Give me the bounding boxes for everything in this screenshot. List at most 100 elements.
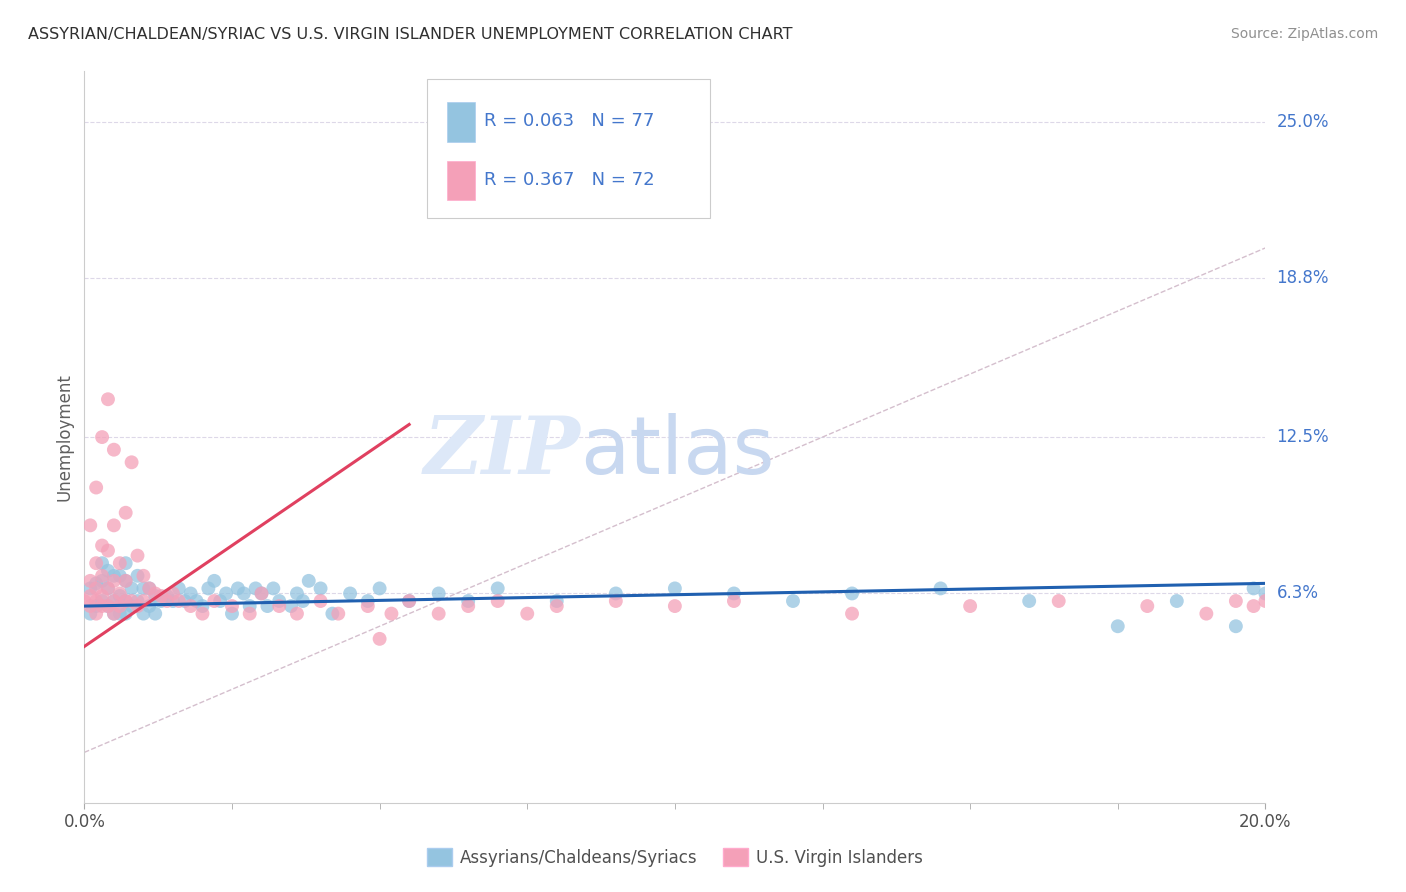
Point: [226, 582, 249, 596]
Point: [97, 564, 120, 578]
Point: [91, 539, 114, 553]
Point: [156, 594, 179, 608]
Point: [108, 556, 131, 570]
Point: [143, 586, 166, 600]
Point: [114, 556, 136, 570]
Point: [929, 582, 952, 596]
Point: [280, 599, 302, 613]
Text: 12.5%: 12.5%: [1277, 428, 1329, 446]
Point: [1018, 594, 1040, 608]
Point: [167, 594, 190, 608]
Point: [398, 594, 420, 608]
Point: [91, 574, 114, 588]
Point: [269, 594, 291, 608]
Point: [79, 589, 101, 603]
Point: [215, 586, 238, 600]
Point: [256, 599, 278, 613]
Point: [202, 574, 225, 588]
Point: [298, 574, 321, 588]
Point: [84, 556, 107, 570]
Point: [1243, 582, 1265, 596]
Point: [368, 632, 391, 646]
Point: [841, 586, 863, 600]
FancyBboxPatch shape: [427, 78, 710, 218]
Point: [91, 599, 114, 613]
Point: [664, 582, 686, 596]
Point: [121, 599, 143, 613]
Text: ASSYRIAN/CHALDEAN/SYRIAC VS U.S. VIRGIN ISLANDER UNEMPLOYMENT CORRELATION CHART: ASSYRIAN/CHALDEAN/SYRIAC VS U.S. VIRGIN …: [28, 27, 793, 42]
Y-axis label: Unemployment: Unemployment: [55, 373, 73, 501]
Point: [91, 556, 114, 570]
Point: [121, 455, 143, 469]
Point: [150, 589, 173, 603]
Point: [202, 594, 225, 608]
Point: [97, 582, 120, 596]
Point: [84, 576, 107, 591]
Point: [73, 594, 96, 608]
Point: [84, 607, 107, 621]
Point: [1136, 599, 1159, 613]
Point: [368, 582, 391, 596]
Point: [664, 599, 686, 613]
Point: [143, 607, 166, 621]
Point: [959, 599, 981, 613]
Point: [91, 430, 114, 444]
Point: [173, 594, 195, 608]
Point: [127, 549, 149, 563]
Point: [138, 582, 160, 596]
Text: ZIP: ZIP: [423, 413, 581, 491]
Point: [114, 594, 136, 608]
Point: [723, 586, 745, 600]
Point: [328, 607, 350, 621]
Point: [108, 586, 131, 600]
Point: [250, 586, 273, 600]
Point: [103, 518, 125, 533]
Point: [103, 594, 125, 608]
Point: [132, 594, 155, 608]
Point: [486, 582, 509, 596]
Point: [1047, 594, 1070, 608]
Point: [186, 594, 208, 608]
Point: [79, 518, 101, 533]
Text: 25.0%: 25.0%: [1277, 112, 1329, 131]
Point: [150, 594, 173, 608]
FancyBboxPatch shape: [447, 161, 475, 200]
Point: [250, 586, 273, 600]
Point: [1107, 619, 1129, 633]
Point: [103, 607, 125, 621]
Point: [1254, 594, 1277, 608]
Point: [605, 586, 627, 600]
Point: [97, 599, 120, 613]
Point: [121, 582, 143, 596]
Point: [79, 607, 101, 621]
Point: [114, 607, 136, 621]
Point: [127, 569, 149, 583]
Point: [103, 442, 125, 457]
Point: [457, 599, 479, 613]
Legend: Assyrians/Chaldeans/Syriacs, U.S. Virgin Islanders: Assyrians/Chaldeans/Syriacs, U.S. Virgin…: [419, 840, 931, 875]
Point: [380, 607, 402, 621]
Text: R = 0.367   N = 72: R = 0.367 N = 72: [484, 170, 654, 188]
Point: [486, 594, 509, 608]
Point: [546, 599, 568, 613]
Point: [191, 599, 214, 613]
Point: [723, 594, 745, 608]
Point: [457, 594, 479, 608]
Point: [427, 607, 450, 621]
Point: [103, 594, 125, 608]
Point: [398, 594, 420, 608]
Point: [339, 586, 361, 600]
Point: [321, 607, 343, 621]
Point: [162, 586, 184, 600]
Point: [84, 582, 107, 596]
Point: [84, 594, 107, 608]
Point: [108, 607, 131, 621]
Point: [114, 574, 136, 588]
Point: [91, 569, 114, 583]
Point: [79, 582, 101, 596]
Point: [97, 599, 120, 613]
Point: [605, 594, 627, 608]
Point: [103, 569, 125, 583]
Point: [309, 594, 332, 608]
Point: [191, 607, 214, 621]
